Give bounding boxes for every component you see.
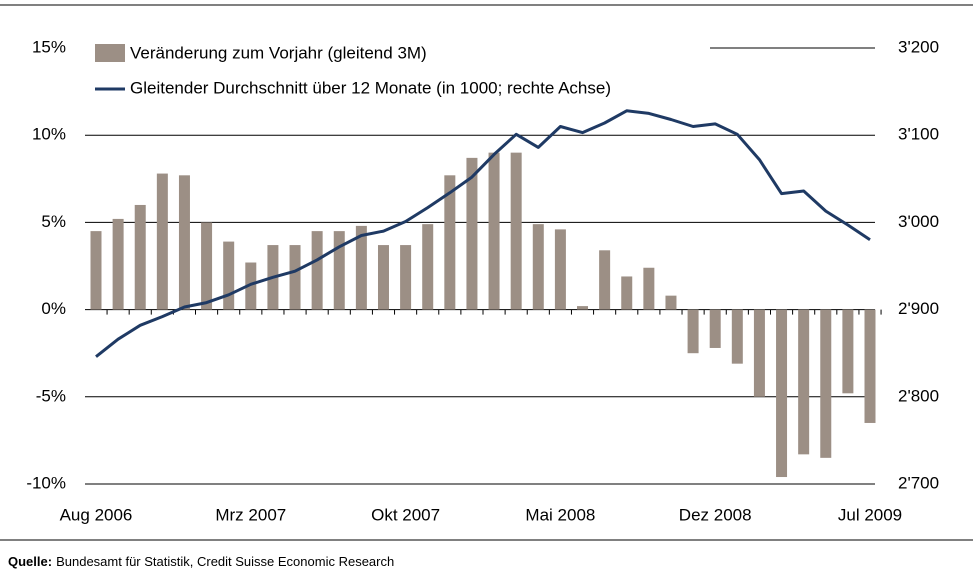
bar: [112, 218, 124, 310]
bar: [201, 222, 213, 310]
bar: [532, 224, 544, 310]
bar: [377, 245, 389, 310]
bar: [488, 152, 500, 310]
bar: [178, 175, 190, 310]
x-tick-label: Dez 2008: [679, 505, 752, 524]
bar: [223, 241, 235, 310]
y-tick-label: 0%: [41, 299, 66, 318]
y-tick-label: -5%: [36, 386, 66, 405]
bar: [731, 309, 743, 364]
bar: [776, 309, 788, 478]
bar: [90, 231, 102, 310]
bar: [554, 229, 566, 310]
bar: [422, 224, 434, 310]
x-tick-label: Mrz 2007: [215, 505, 286, 524]
x-tick-label: Mai 2008: [525, 505, 595, 524]
x-tick-label: Aug 2006: [60, 505, 133, 524]
bar: [643, 267, 655, 310]
y2-tick-label: 2'900: [898, 299, 939, 318]
y2-tick-label: 2'800: [898, 386, 939, 405]
bar: [709, 309, 721, 348]
y2-tick-label: 3'000: [898, 212, 939, 231]
legend-background: [85, 36, 710, 104]
y2-tick-label: 3'200: [898, 37, 939, 56]
bar: [400, 245, 412, 310]
bar: [134, 204, 146, 310]
bar: [355, 225, 367, 310]
legend-label: Gleitender Durchschnitt über 12 Monate (…: [130, 78, 611, 97]
bar: [577, 306, 589, 310]
bar: [289, 245, 301, 310]
legend-swatch: [95, 44, 125, 62]
source-text: Bundesamt für Statistik, Credit Suisse E…: [56, 554, 394, 569]
x-tick-label: Jul 2009: [838, 505, 902, 524]
bar: [842, 309, 854, 394]
y2-tick-label: 3'100: [898, 125, 939, 144]
bar: [621, 276, 633, 310]
y-tick-label: 10%: [32, 125, 66, 144]
bar: [333, 231, 345, 310]
bar: [510, 152, 522, 310]
bar: [820, 309, 832, 458]
bar: [665, 295, 677, 310]
y-tick-label: 5%: [41, 212, 66, 231]
bar: [311, 231, 323, 310]
legend-label: Veränderung zum Vorjahr (gleitend 3M): [130, 43, 427, 62]
bar: [599, 250, 611, 310]
bar: [466, 157, 478, 310]
x-tick-label: Okt 2007: [371, 505, 440, 524]
source: Quelle: Bundesamt für Statistik, Credit S…: [8, 554, 394, 569]
line: [95, 109, 871, 358]
y-tick-label: -10%: [26, 473, 66, 492]
bar: [864, 309, 876, 423]
bar: [753, 309, 765, 397]
bar: [687, 309, 699, 354]
y-tick-label: 15%: [32, 37, 66, 56]
source-label: Quelle:: [8, 554, 52, 569]
bar: [156, 173, 168, 310]
bar: [444, 175, 456, 310]
bar: [798, 309, 810, 455]
bar: [245, 262, 257, 310]
y2-tick-label: 2'700: [898, 473, 939, 492]
